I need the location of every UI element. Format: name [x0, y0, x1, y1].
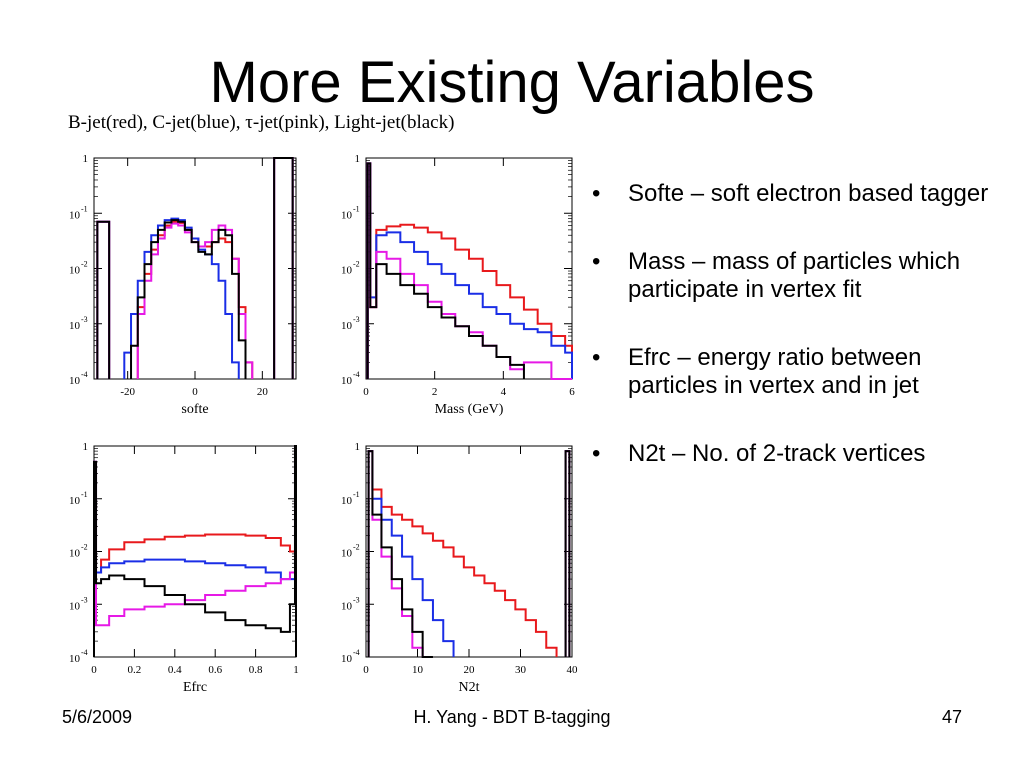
x-axis-label: Mass (GeV) [435, 402, 504, 417]
x-tick-label: 2 [432, 386, 438, 398]
y-tick-label: 1 [83, 153, 89, 165]
footer-date: 5/6/2009 [62, 707, 133, 727]
y-tick-exponent: -3 [81, 315, 88, 324]
y-tick-label: 10 [341, 495, 353, 507]
bullet-list: • Softe – soft electron based tagger • Mas… [590, 180, 1010, 508]
bullet-item: • Softe – soft electron based tagger [592, 180, 989, 207]
y-tick-label: 10 [69, 320, 81, 332]
x-tick-label: 0 [363, 664, 369, 676]
series-line-B-jet [93, 445, 297, 657]
y-tick-exponent: -1 [353, 204, 360, 213]
y-tick-exponent: -3 [81, 595, 88, 604]
footer-author: H. Yang - BDT B-tagging [413, 707, 611, 727]
y-tick-exponent: -4 [81, 370, 88, 379]
y-tick-label: 10 [341, 265, 353, 277]
bullet-text: Efrc – energy ratio between particles in… [628, 344, 922, 399]
bullet-text: N2t – No. of 2-track vertices [628, 440, 926, 467]
series-line-tau-jet [366, 162, 572, 380]
plot-frame [93, 157, 297, 380]
x-tick-label: 0.8 [249, 664, 263, 676]
x-tick-label: 0 [363, 386, 369, 398]
y-tick-exponent: -4 [81, 648, 88, 657]
x-tick-label: -20 [120, 386, 135, 398]
y-tick-label: 10 [341, 600, 353, 612]
x-tick-label: 20 [464, 664, 476, 676]
x-tick-label: 1 [293, 664, 299, 676]
y-tick-exponent: -1 [81, 490, 88, 499]
bullet-item: • N2t – No. of 2-track vertices [592, 440, 926, 467]
y-tick-label: 10 [69, 265, 81, 277]
bullet-text: Softe – soft electron based tagger [628, 180, 989, 207]
y-tick-label: 10 [341, 320, 353, 332]
x-tick-label: 20 [257, 386, 269, 398]
y-tick-exponent: -1 [353, 490, 360, 499]
bullet-item: • Efrc – energy ratio between particles i… [592, 344, 922, 399]
y-tick-exponent: -2 [81, 260, 88, 269]
x-tick-label: 0.2 [128, 664, 142, 676]
x-axis-label: Efrc [183, 680, 207, 695]
y-tick-label: 10 [69, 495, 81, 507]
y-tick-exponent: -2 [353, 260, 360, 269]
series-line-C-jet [96, 157, 294, 379]
y-tick-exponent: -3 [353, 315, 360, 324]
y-tick-label: 10 [69, 548, 81, 560]
y-tick-label: 10 [341, 375, 353, 387]
x-tick-label: 6 [569, 386, 575, 398]
series-line-Light-jet [366, 162, 525, 379]
series-line-C-jet [366, 162, 573, 379]
x-tick-label: 40 [567, 664, 579, 676]
plot-frame [365, 445, 573, 658]
y-tick-exponent: -3 [353, 595, 360, 604]
x-tick-label: 0.6 [208, 664, 222, 676]
y-tick-exponent: -2 [81, 543, 88, 552]
footer-page-number: 47 [941, 707, 962, 727]
y-tick-label: 10 [341, 209, 353, 221]
y-tick-label: 10 [69, 209, 81, 221]
series-line-tau-jet [96, 157, 294, 379]
y-tick-label: 10 [69, 653, 81, 665]
y-tick-label: 10 [341, 548, 353, 560]
bullet-text: Mass – mass of particles which participa… [628, 248, 961, 303]
y-tick-exponent: -2 [353, 543, 360, 552]
series-line-Light-jet [96, 157, 294, 379]
y-tick-label: 10 [341, 653, 353, 665]
y-tick-label: 10 [69, 600, 81, 612]
series-line-B-jet [96, 157, 294, 379]
x-tick-label: 4 [501, 386, 507, 398]
series-line-tau-jet [93, 445, 297, 657]
slide-title: More Existing Variables [209, 50, 815, 115]
y-tick-label: 1 [355, 441, 361, 453]
y-tick-label: 1 [355, 153, 361, 165]
x-tick-label: 0 [192, 386, 198, 398]
x-tick-label: 30 [515, 664, 527, 676]
series-line-B-jet [366, 162, 573, 379]
x-tick-label: 10 [412, 664, 424, 676]
bullet-item: • Mass – mass of particles which particip… [592, 248, 961, 303]
series-line-B-jet [367, 450, 571, 657]
y-tick-label: 10 [69, 375, 81, 387]
y-tick-exponent: -4 [353, 648, 360, 657]
series-line-tau-jet [367, 450, 571, 657]
y-tick-label: 1 [83, 441, 89, 453]
x-axis-label: N2t [459, 680, 480, 695]
x-tick-label: 0 [91, 664, 97, 676]
plot-frame [365, 157, 573, 380]
series-line-C-jet [367, 450, 571, 657]
legend-caption: B-jet(red), C-jet(blue), τ-jet(pink), Li… [68, 112, 455, 133]
x-tick-label: 0.4 [168, 664, 182, 676]
y-tick-exponent: -1 [81, 204, 88, 213]
series-line-Light-jet [367, 450, 571, 658]
series-line-Light-jet [93, 445, 297, 657]
y-tick-exponent: -4 [353, 370, 360, 379]
x-axis-label: softe [181, 402, 208, 417]
